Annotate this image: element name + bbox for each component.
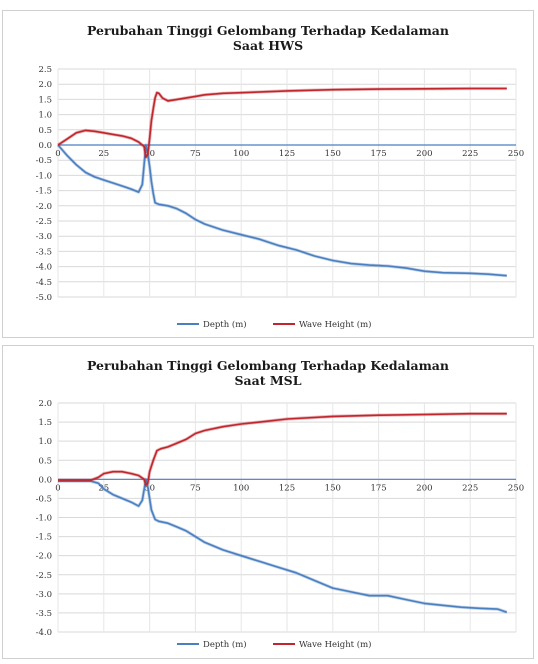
x-tick-label: 200 (416, 149, 432, 159)
y-tick-label: 0.0 (38, 475, 52, 485)
chart-title-line2: Saat HWS (232, 38, 304, 53)
x-tick-label: 200 (416, 483, 432, 493)
legend-label: Depth (m) (203, 319, 247, 330)
x-tick-label: 25 (98, 149, 109, 159)
y-tick-label: 1.0 (38, 111, 52, 121)
x-tick-label: 0 (55, 149, 60, 159)
x-tick-label: 125 (279, 149, 295, 159)
y-tick-label: 1.5 (38, 95, 52, 105)
x-tick-label: 0 (55, 483, 60, 493)
chart-title-line1: Perubahan Tinggi Gelombang Terhadap Keda… (86, 23, 449, 38)
series-line-wave-height (57, 87, 507, 158)
legend-label: Wave Height (m) (299, 639, 372, 650)
x-tick-label: 75 (190, 149, 201, 159)
chart-title-line1: Perubahan Tinggi Gelombang Terhadap Keda… (86, 358, 449, 373)
y-tick-label: -0.5 (36, 494, 52, 504)
series-line-shadow (58, 412, 507, 487)
x-tick-label: 150 (325, 483, 341, 493)
x-tick-label: 125 (279, 483, 295, 493)
y-tick-label: 2.0 (38, 399, 52, 409)
series-line-depth (58, 478, 508, 613)
x-tick-label: 250 (508, 149, 524, 159)
x-tick-label: 250 (508, 483, 524, 493)
chart-hws: 2.5 2.0 1.5 1.0 0.5 0.0 -0.5 -1.0 -1.5 -2.0 -2.5 -3… (36, 65, 525, 330)
series-line-shadow (56, 143, 507, 278)
y-tick-label: 0.0 (38, 141, 52, 151)
y-tick-label: 2.0 (38, 80, 52, 90)
y-tick-label: 0.5 (38, 456, 52, 466)
series-line-shadow (57, 86, 507, 159)
y-tick-label: -2.5 (36, 571, 52, 581)
y-tick-label: -2.0 (36, 552, 52, 562)
x-tick-label: 225 (462, 149, 478, 159)
y-tick-label: -3.5 (36, 609, 52, 619)
y-tick-label: -1.0 (36, 514, 52, 524)
y-tick-label: 1.5 (38, 418, 52, 428)
x-tick-label: 50 (144, 149, 155, 159)
chart-panel-hws: Perubahan Tinggi Gelombang Terhadap Keda… (2, 10, 534, 338)
series-line-wave-height (58, 412, 507, 486)
legend-label: Wave Height (m) (299, 319, 372, 330)
x-tick-label: 75 (190, 483, 201, 493)
chart-panel-msl: Perubahan Tinggi Gelombang Terhadap Keda… (2, 345, 534, 659)
legend-label: Depth (m) (203, 639, 247, 650)
x-tick-label: 175 (370, 483, 386, 493)
y-tick-label: 1.0 (38, 437, 52, 447)
y-tick-label: -4.0 (36, 263, 52, 273)
x-tick-label: 50 (144, 483, 155, 493)
x-tick-label: 100 (233, 483, 249, 493)
y-tick-label: -1.5 (36, 533, 52, 543)
chart-title-line2: Saat MSL (234, 373, 302, 388)
y-tick-label: -0.5 (36, 156, 52, 166)
y-tick-label: -2.0 (36, 202, 52, 212)
chart-title: Perubahan Tinggi Gelombang Terhadap Keda… (3, 23, 533, 53)
y-tick-label: -3.0 (36, 232, 52, 242)
x-tick-label: 100 (233, 149, 249, 159)
y-tick-label: -2.5 (36, 217, 52, 227)
y-tick-label: -3.5 (36, 247, 52, 257)
chart-msl: 2.0 1.5 1.0 0.5 0.0 -0.5 -1.0 -1.5 -2.0 -2.5 -3.0 -… (36, 399, 525, 650)
x-tick-label: 175 (370, 149, 386, 159)
y-tick-label: -1.5 (36, 187, 52, 197)
y-tick-label: -3.0 (36, 590, 52, 600)
y-tick-label: 2.5 (38, 65, 52, 75)
y-tick-label: -4.0 (36, 628, 52, 638)
y-tick-label: 0.5 (38, 126, 52, 136)
x-tick-label: 150 (325, 149, 341, 159)
y-tick-label: -5.0 (36, 293, 52, 303)
y-tick-label: -1.0 (36, 171, 52, 181)
series-line-depth (57, 144, 507, 277)
y-tick-label: -4.5 (36, 278, 52, 288)
x-tick-label: 225 (462, 483, 478, 493)
chart-title: Perubahan Tinggi Gelombang Terhadap Keda… (3, 358, 533, 388)
